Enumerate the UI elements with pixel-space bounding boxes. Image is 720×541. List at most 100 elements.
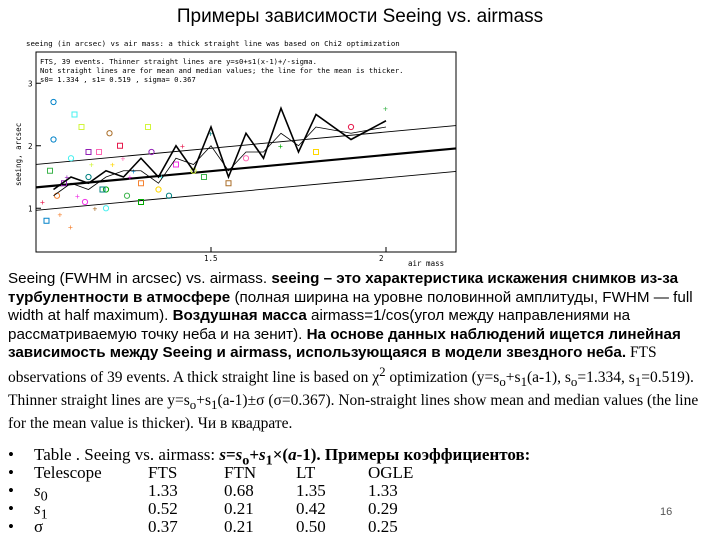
scatter-point — [148, 148, 155, 156]
legend-line: s0= 1.334 , s1= 0.519 , sigma= 0.367 — [40, 75, 196, 84]
seeing-airmass-plot: seeing (in arcsec) vs air mass: a thick … — [8, 36, 460, 268]
desc-bold-seeing: seeing – это характеристика искажения сн… — [8, 270, 679, 306]
table-cell: 0.42 — [296, 499, 326, 518]
table-cell: 0.29 — [368, 499, 398, 518]
scatter-point: + — [208, 129, 213, 138]
scatter-point — [47, 167, 53, 174]
scatter-point: + — [75, 192, 80, 201]
table-cell: 0.50 — [296, 517, 326, 536]
header-cell: Telescope — [34, 463, 102, 482]
scatter-point — [117, 142, 123, 149]
row-label: s1 — [34, 499, 48, 523]
scatter-point — [145, 124, 151, 130]
page-number: 16 — [660, 506, 673, 518]
desc-sub: o — [189, 396, 197, 412]
table-title-row: • Table . Seeing vs. airmass: s=so+s1×(a… — [8, 445, 708, 469]
fit-line — [35, 147, 457, 189]
scatter-point — [155, 186, 162, 193]
desc-sub: o — [570, 374, 578, 390]
scatter-point — [67, 155, 75, 162]
scatter-point: + — [278, 142, 283, 151]
scatter-point: + — [65, 173, 70, 182]
scatter-point — [201, 174, 207, 180]
desc-bold-airmass: Воздушная масса — [172, 307, 307, 325]
table-cell: 0.37 — [148, 517, 178, 536]
scatter-point: + — [159, 173, 164, 182]
scatter-point: + — [121, 154, 126, 163]
desc-part: =0.519). Thinner straight lines are y=s — [8, 369, 694, 409]
bullet: • — [8, 481, 14, 500]
scatter-point — [85, 173, 92, 181]
desc-part: (полная ширина на уровне половинной ампл… — [8, 288, 693, 325]
scatter-point — [81, 198, 89, 206]
scatter-point — [50, 136, 57, 143]
scatter-point — [96, 149, 102, 155]
table-row: • s0 1.33 0.68 1.35 1.33 — [8, 481, 708, 505]
scatter-point — [165, 192, 173, 199]
bullet: • — [8, 517, 14, 536]
plot-frame — [35, 51, 457, 253]
table-cell: 0.21 — [224, 517, 254, 536]
header-cell: FTN — [224, 463, 257, 482]
bullet: • — [8, 463, 14, 482]
plot-legend: FTS, 39 events. Thinner straight lines a… — [40, 57, 404, 84]
scatter-point: + — [89, 161, 94, 170]
scatter-point — [85, 149, 92, 155]
desc-sub: 1 — [211, 396, 218, 412]
fit-line-upper — [35, 125, 457, 165]
desc-sub: o — [499, 374, 506, 390]
scatter-point — [190, 167, 197, 174]
mean-line — [53, 105, 387, 191]
scatter-point: + — [383, 104, 388, 113]
fit-line-lower — [35, 170, 457, 211]
description-text: Seeing (FWHM in arcsec) vs. airmass. see… — [8, 270, 712, 433]
scatter-point — [138, 199, 144, 205]
scatter-point — [173, 161, 179, 168]
scatter-point: + — [40, 198, 45, 207]
table-cell: 0.21 — [224, 499, 254, 518]
header-cell: OGLE — [368, 463, 414, 482]
y-tick-label: 2 — [28, 142, 33, 151]
row-label: s0 — [34, 481, 48, 505]
scatter-point: + — [128, 173, 133, 182]
scatter-point — [123, 192, 131, 199]
scatter-point: + — [93, 204, 98, 213]
table-row: • σ 0.37 0.21 0.50 0.25 — [8, 518, 708, 536]
scatter-point — [347, 123, 355, 131]
desc-part: FTS observations of 39 events. A thick s… — [8, 344, 657, 387]
scatter-point — [102, 205, 110, 212]
x-tick-label: 2 — [379, 254, 384, 263]
coefficients-table: • Table . Seeing vs. airmass: s=so+s1×(a… — [8, 446, 708, 536]
table-cell: 0.68 — [224, 481, 254, 500]
scatter-point — [99, 186, 106, 193]
header-cell: FTS — [148, 463, 178, 482]
header-cell: LT — [296, 463, 316, 482]
scatter-point — [138, 180, 144, 187]
desc-sub: 1 — [634, 374, 642, 390]
table-cell: 0.25 — [368, 517, 398, 536]
slide-title: Примеры зависимости Seeing vs. airmass — [176, 6, 544, 27]
desc-part: (a-1), s — [527, 369, 571, 387]
desc-part: optimization (y=s — [385, 369, 500, 387]
desc-part: airmass=1/cos(угол между направлениями н… — [8, 307, 631, 343]
desc-sub: 1 — [520, 374, 528, 390]
y-tick-label: 1 — [28, 204, 33, 213]
desc-serif: FTS observations of 39 events. A thick s… — [8, 344, 698, 431]
plot-header: seeing (in arcsec) vs air mass: a thick … — [26, 39, 400, 48]
scatter-point — [242, 155, 250, 162]
table-cell: 1.35 — [296, 481, 326, 500]
desc-bold-model: На основе данных наблюдений ищется линей… — [8, 325, 681, 362]
table-cell: 1.33 — [148, 481, 178, 500]
bullet: • — [8, 445, 14, 464]
scatter-point — [106, 130, 113, 137]
x-axis-label: air mass — [408, 259, 444, 268]
legend-line: FTS, 39 events. Thinner straight lines a… — [40, 57, 317, 66]
scatter-point: + — [180, 142, 185, 151]
table-cell: 0.52 — [148, 499, 178, 518]
scatter-point — [50, 98, 57, 106]
median-line — [53, 126, 387, 197]
bullet: • — [8, 499, 14, 518]
desc-part: Seeing (FWHM in arcsec) vs. airmass. — [8, 270, 272, 287]
scatter-point — [43, 217, 50, 224]
scatter-point — [225, 180, 232, 187]
